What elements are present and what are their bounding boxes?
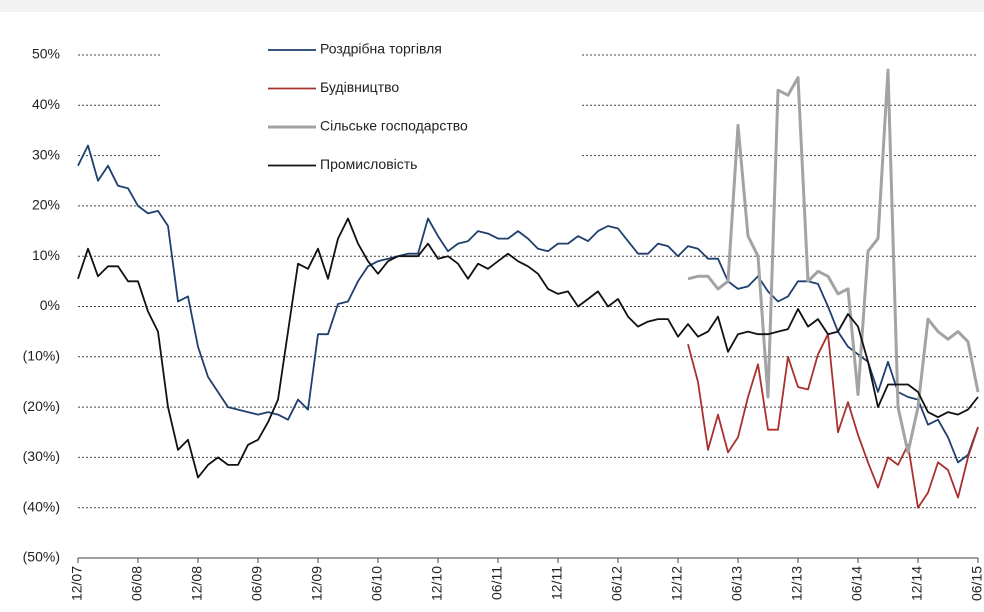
x-tick-label: 06/12	[609, 566, 625, 601]
x-tick-label: 12/09	[309, 566, 325, 601]
x-tick-label: 12/10	[429, 566, 445, 601]
x-tick-label: 12/11	[549, 566, 565, 600]
legend-label: Сільське господарство	[320, 118, 468, 134]
legend-label: Роздрібна торгівля	[320, 41, 442, 57]
y-tick-label: (20%)	[23, 398, 60, 414]
legend-label: Промисловість	[320, 156, 417, 172]
x-tick-label: 12/08	[189, 566, 205, 601]
top-frame	[0, 0, 984, 12]
x-tick-label: 06/08	[129, 566, 145, 601]
y-tick-label: 10%	[32, 247, 60, 263]
x-tick-label: 12/07	[69, 566, 85, 601]
y-tick-label: 20%	[32, 197, 60, 213]
x-tick-label: 06/14	[849, 566, 865, 601]
series-line	[77, 217, 979, 479]
y-tick-label: (10%)	[23, 348, 60, 364]
y-tick-label: 50%	[32, 46, 60, 62]
series-line	[687, 68, 980, 454]
x-tick-label: 12/12	[669, 566, 685, 601]
y-tick-label: 30%	[32, 146, 60, 162]
y-tick-label: (40%)	[23, 498, 60, 514]
x-tick-label: 12/14	[909, 566, 925, 601]
series-line	[687, 333, 979, 509]
x-tick-label: 06/11	[489, 566, 505, 600]
y-tick-label: (50%)	[23, 549, 60, 565]
y-tick-label: 40%	[32, 96, 60, 112]
x-tick-label: 06/13	[729, 566, 745, 601]
x-tick-label: 06/10	[369, 566, 385, 601]
x-tick-label: 12/13	[789, 566, 805, 601]
legend-label: Будівництво	[320, 79, 399, 95]
x-tick-label: 06/15	[969, 566, 984, 601]
legend-background	[160, 30, 580, 185]
x-tick-label: 06/09	[249, 566, 265, 601]
y-tick-label: 0%	[40, 297, 60, 313]
y-tick-label: (30%)	[23, 448, 60, 464]
series-line	[77, 144, 979, 464]
